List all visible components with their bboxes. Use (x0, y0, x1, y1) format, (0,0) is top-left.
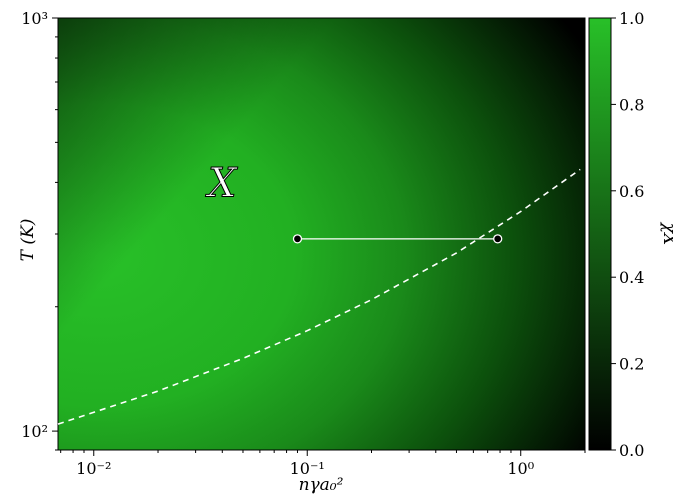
colorbar-tick-label: 0.8 (619, 95, 644, 114)
heatmap-top-shade (58, 18, 585, 450)
colorbar-tick-label: 1.0 (619, 9, 644, 28)
x-tick-label: 10⁻² (76, 459, 111, 478)
annotation-label: X (205, 160, 238, 206)
y-tick-label: 10³ (21, 9, 48, 28)
colorbar-ticks: 0.0 0.2 0.4 0.6 0.8 1.0 (611, 9, 644, 460)
x-axis-label: nγa₀² (299, 475, 344, 495)
x-axis: 10⁻² 10⁻¹ 10⁰ (60, 450, 586, 478)
colorbar-tick-label: 0.0 (619, 441, 644, 460)
y-axis-label: T (K) (18, 219, 38, 262)
colorbar-tick-label: 0.6 (619, 182, 644, 201)
colorbar-tick-label: 0.2 (619, 355, 644, 374)
x-tick-label: 10⁻¹ (290, 459, 325, 478)
colorbar-tick-label: 0.4 (619, 268, 644, 287)
colorbar-label: χX (659, 222, 673, 246)
heatmap-plot (57, 17, 586, 451)
boundary-curve (57, 168, 581, 425)
colorbar: 0.0 0.2 0.4 0.6 0.8 1.0 χX (588, 9, 673, 460)
y-axis: 10² 10³ (21, 9, 58, 451)
colorbar-gradient (588, 17, 612, 451)
segment-start-point (292, 234, 303, 244)
segment-end-point (493, 234, 503, 244)
x-tick-label: 10⁰ (507, 459, 534, 478)
y-tick-label: 10² (21, 422, 48, 441)
overlay-layer: X (57, 160, 581, 425)
